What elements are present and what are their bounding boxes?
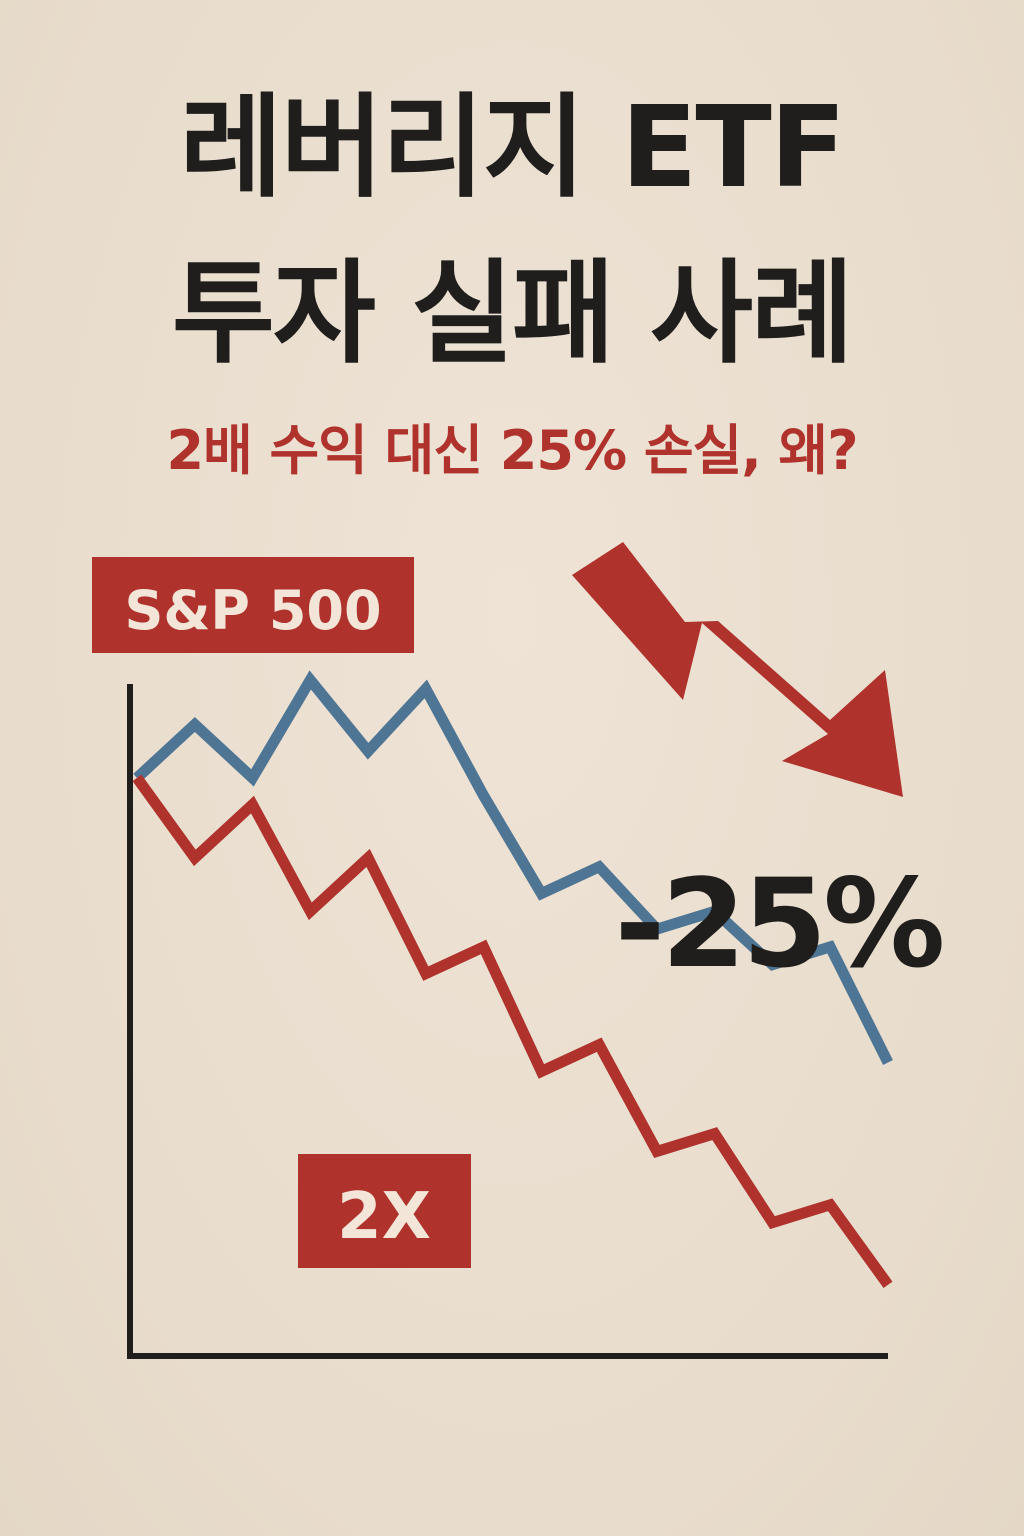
page-subtitle: 2배 수익 대신 25% 손실, 왜?	[166, 419, 858, 482]
series-label-2x-text: 2X	[337, 1180, 431, 1254]
series-label-2x: 2X	[298, 1154, 471, 1268]
series-label-sp500-box	[92, 557, 414, 653]
series-label-2x-box	[298, 1154, 471, 1268]
series-layer	[132, 670, 893, 1289]
page-title-line-2: 투자 실패 사례	[171, 249, 854, 379]
series-label-sp500-text: S&P 500	[124, 579, 381, 642]
series-line-sp500	[133, 670, 893, 1065]
down-trend-arrow-shape	[572, 542, 903, 797]
page-title-line-1: 레버리지 ETF	[179, 83, 847, 213]
change-annotation: -25%	[615, 853, 942, 995]
series-line-2x	[132, 774, 893, 1289]
series-label-sp500: S&P 500	[92, 557, 414, 653]
down-trend-arrow-icon	[572, 542, 903, 797]
chart-axes	[127, 684, 888, 1359]
